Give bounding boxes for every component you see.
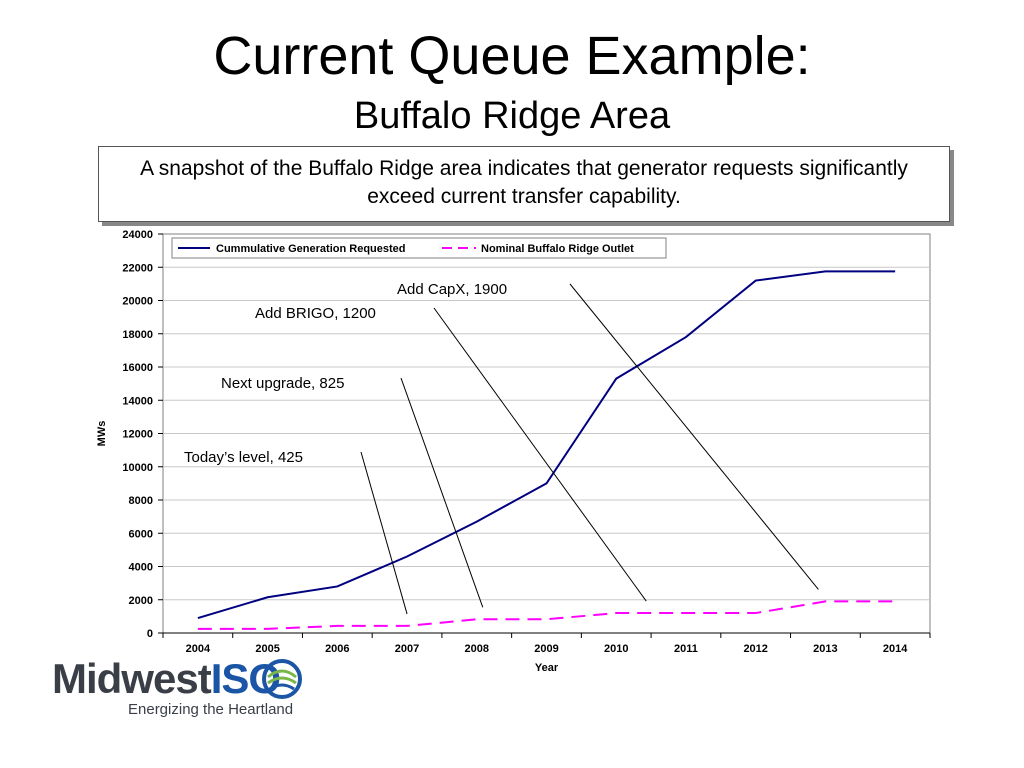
x-tick-label: 2012 xyxy=(743,643,767,655)
x-tick-label: 2007 xyxy=(395,643,419,655)
legend-label-generation: Cummulative Generation Requested xyxy=(216,243,406,255)
annotation-label: Add CapX, 1900 xyxy=(397,281,507,298)
y-tick-label: 16000 xyxy=(122,362,153,374)
y-tick-label: 6000 xyxy=(129,528,153,540)
callout-box: A snapshot of the Buffalo Ridge area ind… xyxy=(98,146,950,222)
y-tick-label: 14000 xyxy=(122,395,153,407)
legend-box xyxy=(171,237,667,259)
annotation-leader-line xyxy=(569,283,819,590)
y-axis-title: MWs xyxy=(96,421,108,447)
y-tick-label: 22000 xyxy=(122,262,153,274)
y-tick-label: 0 xyxy=(147,628,153,640)
y-tick-label: 24000 xyxy=(122,229,153,241)
x-tick-label: 2004 xyxy=(186,643,211,655)
legend-label-outlet: Nominal Buffalo Ridge Outlet xyxy=(481,243,634,255)
sun-emblem-icon xyxy=(262,659,302,699)
x-tick-label: 2008 xyxy=(465,643,489,655)
slide-title: Current Queue Example: xyxy=(213,26,811,86)
y-tick-label: 2000 xyxy=(129,595,153,607)
midwest-iso-logo: MidwestISO Energizing the Heartland xyxy=(52,655,312,725)
y-tick-label: 4000 xyxy=(129,562,153,574)
y-tick-label: 8000 xyxy=(129,495,153,507)
y-tick-label: 10000 xyxy=(122,462,153,474)
logo-name-midwest: Midwest xyxy=(52,655,212,702)
annotation-leader-line xyxy=(400,377,484,608)
logo-wordmark: MidwestISO xyxy=(52,655,281,703)
series-line-outlet xyxy=(197,600,896,630)
y-tick-label: 12000 xyxy=(122,429,153,441)
annotation-label: Next upgrade, 825 xyxy=(221,375,344,392)
x-axis-title: Year xyxy=(535,662,559,674)
annotation-label: Add BRIGO, 1200 xyxy=(255,305,376,322)
logo-tagline: Energizing the Heartland xyxy=(128,701,294,718)
x-tick-label: 2011 xyxy=(674,643,698,655)
y-tick-label: 18000 xyxy=(122,329,153,341)
annotation-leader-line xyxy=(433,307,647,602)
annotation-label: Today’s level, 425 xyxy=(184,449,303,466)
y-tick-label: 20000 xyxy=(122,296,153,308)
x-tick-label: 2006 xyxy=(325,643,349,655)
x-tick-label: 2010 xyxy=(604,643,628,655)
x-tick-label: 2013 xyxy=(813,643,837,655)
x-tick-label: 2009 xyxy=(534,643,558,655)
x-tick-label: 2014 xyxy=(883,643,908,655)
legend: Cummulative Generation Requested Nominal … xyxy=(171,237,667,259)
x-tick-label: 2005 xyxy=(255,643,279,655)
annotation-leader-line xyxy=(360,451,408,615)
slide-subtitle: Buffalo Ridge Area xyxy=(353,95,671,137)
series-line-generation-requested xyxy=(197,270,896,619)
